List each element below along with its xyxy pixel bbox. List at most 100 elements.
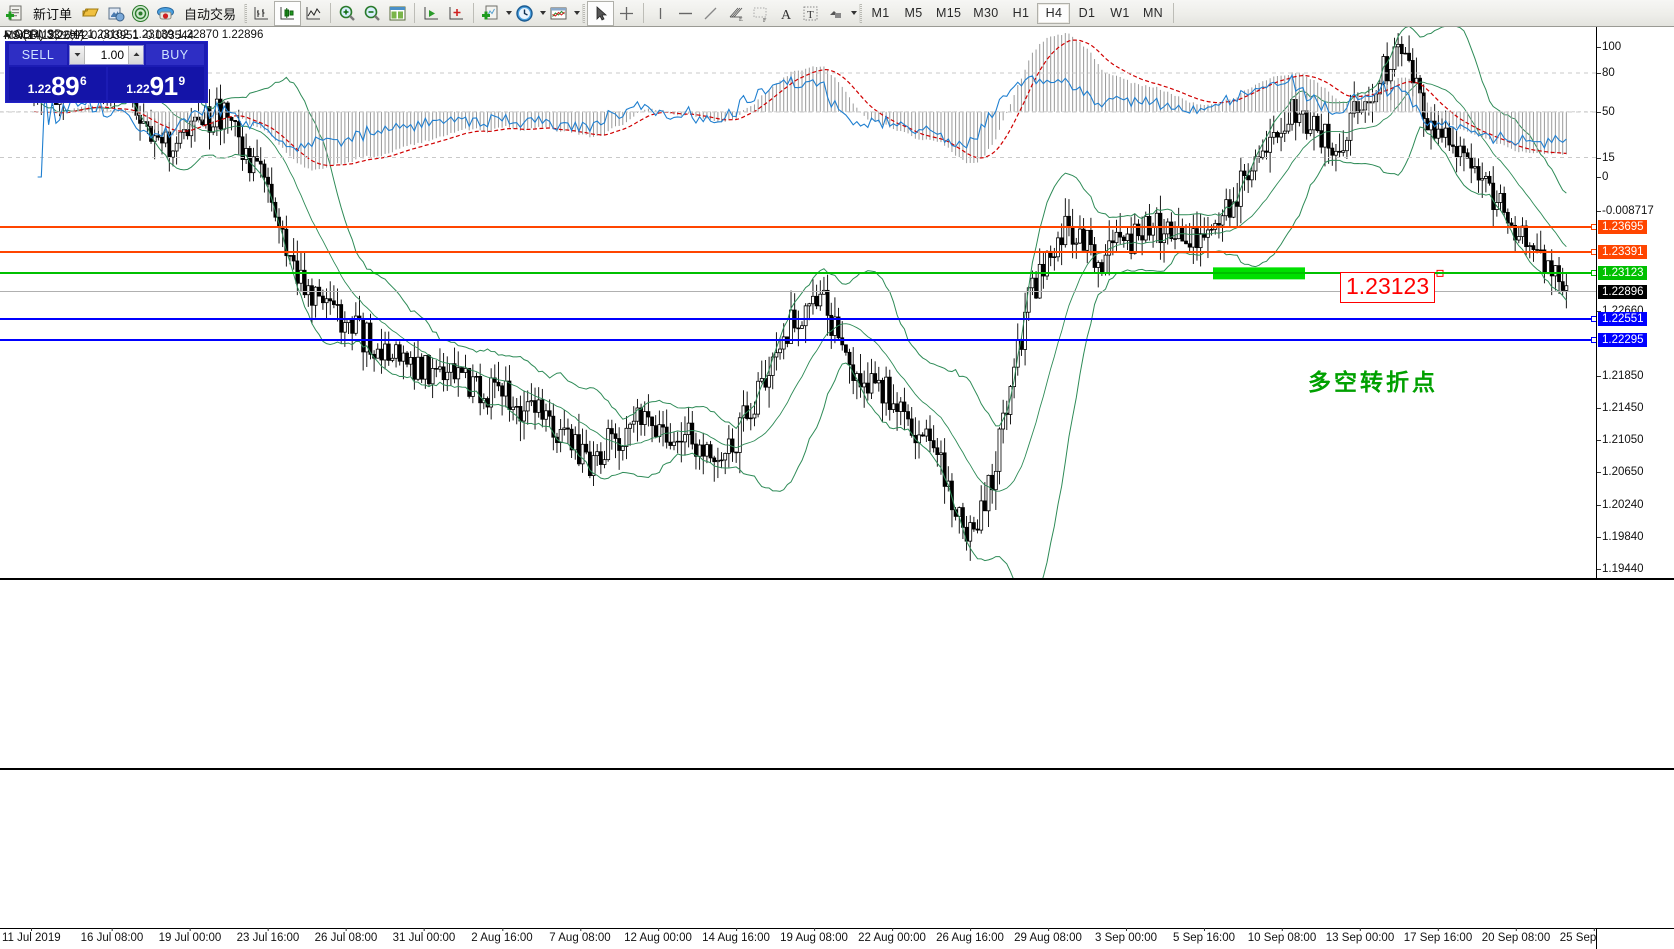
- price-level-tag[interactable]: 1.23391: [1598, 244, 1647, 259]
- volume-value[interactable]: 1.00: [100, 47, 124, 62]
- time-axis-label: 2 Aug 16:00: [471, 928, 533, 944]
- trendline-icon[interactable]: [698, 1, 723, 26]
- line-chart-icon[interactable]: [301, 1, 326, 26]
- price-level-tag[interactable]: 1.22896: [1598, 284, 1647, 299]
- timeframe-mn[interactable]: MN: [1142, 6, 1163, 20]
- rsi-plot[interactable]: RSI(14) 33.2972: [0, 27, 1596, 185]
- one-click-trading-panel[interactable]: SELL 1.00 BUY 1.22 89 6 1.22 91 9: [5, 41, 208, 103]
- svg-text:E: E: [739, 17, 743, 23]
- vertical-line-icon[interactable]: [648, 1, 673, 26]
- shapes-dropdown-caret[interactable]: [851, 11, 858, 15]
- rsi-pane[interactable]: RSI(14) 33.2972 100 80 50 15 0: [0, 27, 1674, 185]
- new-chart-dropdown-caret[interactable]: [506, 11, 513, 15]
- expert-advisor-icon[interactable]: [153, 1, 178, 26]
- timeframe-h1[interactable]: H1: [1012, 6, 1030, 20]
- price-level-tag[interactable]: 1.23695: [1598, 220, 1647, 235]
- pane-divider-1: [0, 578, 1674, 580]
- zoom-out-icon[interactable]: [360, 1, 385, 26]
- symbol-header: GBPUSD-,H4 1.23102 1.23139 1.22870 1.228…: [14, 29, 264, 41]
- time-axis-label: 11 Jul 2019: [2, 928, 61, 944]
- shapes-icon[interactable]: [823, 1, 848, 26]
- time-axis-label: 19 Aug 08:00: [780, 928, 848, 944]
- toolbar-divider-2: [414, 3, 416, 23]
- time-axis-label: 5 Sep 16:00: [1172, 928, 1236, 944]
- folder-icon[interactable]: [78, 1, 103, 26]
- one-click-controls: SELL 1.00 BUY: [6, 42, 207, 67]
- period-icon[interactable]: [512, 1, 537, 26]
- price-level-tag[interactable]: 1.22295: [1598, 332, 1647, 347]
- sell-price-display[interactable]: 1.22 89 6: [9, 67, 106, 100]
- toolbar-divider: [330, 3, 332, 23]
- level-drag-handle[interactable]: [1591, 336, 1596, 343]
- publish-icon[interactable]: [103, 1, 128, 26]
- timeframe-m1[interactable]: M1: [871, 6, 890, 20]
- channel-icon[interactable]: F: [748, 1, 773, 26]
- price-plot[interactable]: [0, 27, 1596, 578]
- volume-increment-icon[interactable]: [128, 45, 143, 64]
- horizontal-line-icon[interactable]: [673, 1, 698, 26]
- price-annotation-box[interactable]: 1.23123: [1340, 272, 1436, 303]
- sell-button[interactable]: SELL: [9, 44, 67, 65]
- zoom-in-icon[interactable]: [335, 1, 360, 26]
- time-axis-label: 26 Aug 16:00: [936, 928, 1004, 944]
- toolbar-divider-5: [1173, 3, 1175, 23]
- text-box-icon[interactable]: T: [798, 1, 823, 26]
- volume-decrement-icon[interactable]: [70, 45, 85, 64]
- text-label-icon[interactable]: A: [773, 1, 798, 26]
- signal-icon[interactable]: [128, 1, 153, 26]
- main-toolbar: 新订单: [0, 0, 1674, 27]
- timeframe-m5[interactable]: M5: [904, 6, 923, 20]
- crosshair-icon[interactable]: [614, 1, 639, 26]
- axis-corner: [1596, 928, 1674, 949]
- fibonacci-icon[interactable]: E: [723, 1, 748, 26]
- volume-stepper[interactable]: 1.00: [69, 44, 144, 65]
- auto-trading-label[interactable]: 自动交易: [184, 6, 237, 22]
- time-axis-label: 3 Sep 00:00: [1094, 928, 1158, 944]
- price-level-line[interactable]: [0, 270, 1596, 277]
- period-dropdown-caret[interactable]: [540, 11, 547, 15]
- timeframe-m30[interactable]: M30: [973, 6, 999, 20]
- tile-windows-icon[interactable]: [385, 1, 410, 26]
- rsi-label: RSI(14) 33.2972: [4, 30, 89, 42]
- price-level-tag[interactable]: 1.22551: [1598, 312, 1647, 327]
- chinese-annotation-label[interactable]: 多空转折点: [1308, 369, 1438, 395]
- buy-price-main: 91: [149, 71, 178, 101]
- rsi-tick: 50: [1597, 106, 1615, 118]
- sell-price-prefix: 1.22: [27, 82, 52, 96]
- time-axis[interactable]: 11 Jul 2019 16 Jul 08:00 19 Jul 00:00 23 Ju…: [0, 928, 1674, 949]
- price-level-line[interactable]: [0, 224, 1596, 231]
- price-level-line[interactable]: [0, 316, 1596, 323]
- chart-window[interactable]: GBPUSD-,H4 1.23102 1.23139 1.22870 1.228…: [0, 27, 1674, 949]
- toolbar-separator-2: [580, 1, 587, 26]
- level-drag-handle[interactable]: [1591, 224, 1596, 231]
- buy-price-fraction: 9: [178, 74, 186, 88]
- price-level-tag[interactable]: 1.23123: [1598, 266, 1647, 281]
- level-drag-handle[interactable]: [1591, 270, 1596, 277]
- candlestick-chart-icon[interactable]: [274, 0, 302, 26]
- price-level-line[interactable]: [0, 248, 1596, 255]
- macd-label: MACD(12,26,9) -0.003951 -0.003544: [4, 30, 194, 42]
- auto-scroll-icon[interactable]: [444, 1, 469, 26]
- timeframe-m15[interactable]: M15: [936, 6, 962, 20]
- timeframe-d1[interactable]: D1: [1078, 6, 1096, 20]
- buy-price-prefix: 1.22: [126, 82, 150, 96]
- collapse-arrow-icon[interactable]: [3, 32, 11, 37]
- price-level-line[interactable]: [0, 290, 1596, 292]
- cursor-icon[interactable]: [587, 0, 615, 26]
- level-drag-handle[interactable]: [1591, 248, 1596, 255]
- new-order-label[interactable]: 新订单: [33, 6, 73, 22]
- price-level-line[interactable]: [0, 336, 1596, 343]
- buy-button[interactable]: BUY: [146, 44, 204, 65]
- bar-chart-icon[interactable]: [249, 1, 274, 26]
- chart-shift-icon[interactable]: [419, 1, 444, 26]
- indicators-icon[interactable]: [546, 1, 571, 26]
- rsi-series-svg: [0, 72, 1596, 178]
- indicators-dropdown-caret[interactable]: [574, 11, 581, 15]
- timeframe-w1[interactable]: W1: [1110, 6, 1130, 20]
- timeframe-h4[interactable]: H4: [1037, 2, 1071, 24]
- new-order-icon[interactable]: [2, 1, 27, 26]
- new-chart-icon[interactable]: [478, 1, 503, 26]
- buy-price-display[interactable]: 1.22 91 9: [107, 67, 204, 101]
- level-drag-handle[interactable]: [1591, 316, 1596, 323]
